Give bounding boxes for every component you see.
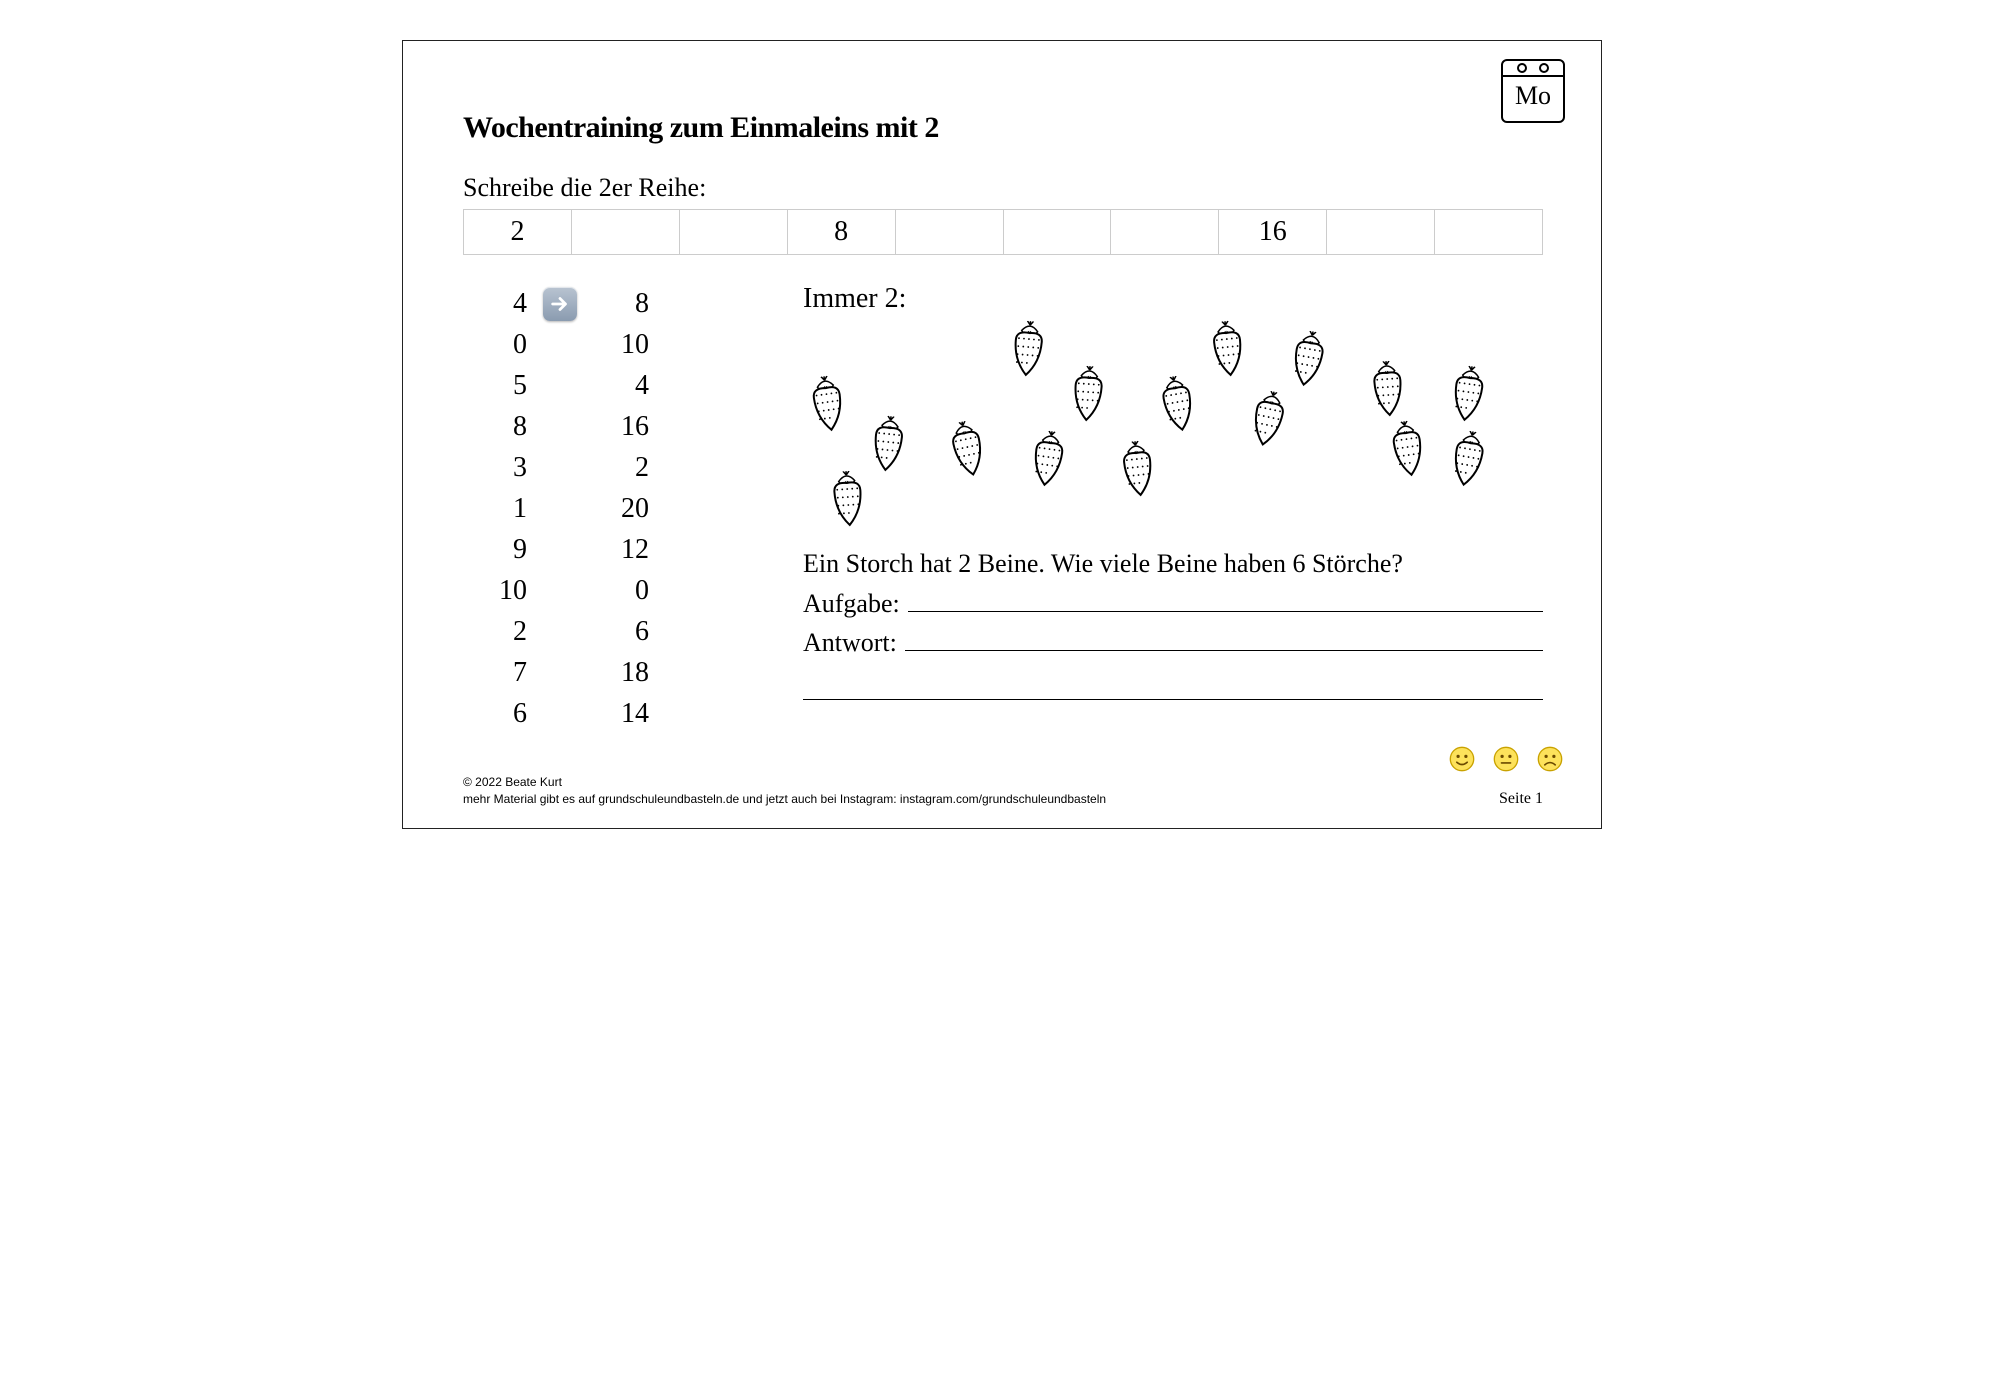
series-cell[interactable] [1111,210,1219,254]
page-title: Wochentraining zum Einmaleins mit 2 [463,111,1543,145]
match-left-value: 6 [463,698,535,730]
matching-column: 48010548163212091210026718614 [463,283,763,734]
task-label: Aufgabe: [803,585,900,623]
strawberry-icon [863,416,913,474]
strawberry-icon [1283,331,1333,389]
match-right-value: 8 [585,288,657,320]
right-column: Immer 2: [803,283,1543,734]
strawberry-icon [1003,321,1053,379]
strawberry-icon [1443,366,1493,424]
match-left-value: 0 [463,329,535,361]
match-left-value: 5 [463,370,535,402]
strawberry-icon [1203,321,1253,379]
match-row: 54 [463,365,763,406]
series-row: 2 8 16 [463,209,1543,255]
match-row: 9 12 [463,529,763,570]
match-left-value: 9 [463,534,535,566]
match-left-value: 10 [463,575,535,607]
word-problem: Ein Storch hat 2 Beine. Wie viele Beine … [803,545,1543,700]
match-row: 48 [463,283,763,324]
answer-blank-1[interactable] [905,629,1543,651]
match-row: 1 20 [463,488,763,529]
series-cell: 2 [464,210,572,254]
strawberry-icon [1363,361,1413,419]
match-left-value: 8 [463,411,535,443]
match-right-value: 16 [585,411,657,443]
match-left-value: 4 [463,288,535,320]
answer-blank-2[interactable] [803,678,1543,700]
task-blank[interactable] [908,590,1543,612]
series-cell[interactable] [572,210,680,254]
strawberry-icon [1023,431,1073,489]
footer-page: Seite 1 [1499,790,1543,808]
match-right-value: 10 [585,329,657,361]
self-assessment [1449,746,1563,772]
match-left-value: 7 [463,657,535,689]
strawberry-icon [1443,431,1493,489]
immer-label: Immer 2: [803,283,906,315]
series-cell[interactable] [1004,210,1112,254]
match-row: 7 18 [463,652,763,693]
strawberry-icon [1383,421,1433,479]
match-row: 10 0 [463,570,763,611]
answer-label: Antwort: [803,624,897,662]
match-right-value: 0 [585,575,657,607]
strawberry-field [803,321,1543,521]
strawberry-icon [1153,376,1203,434]
series-cell: 8 [788,210,896,254]
match-left-value: 2 [463,616,535,648]
strawberry-icon [803,376,853,434]
match-row: 6 14 [463,693,763,734]
match-right-value: 18 [585,657,657,689]
series-cell[interactable] [1327,210,1435,254]
match-left-value: 1 [463,493,535,525]
strawberry-icon [1243,391,1293,449]
match-right-value: 4 [585,370,657,402]
match-right-value: 20 [585,493,657,525]
calendar-day: Mo [1503,77,1563,115]
match-right-value: 6 [585,616,657,648]
footer-more: mehr Material gibt es auf grundschuleund… [463,791,1106,808]
strawberry-icon [823,471,873,529]
strawberry-icon [1113,441,1163,499]
match-row: 8 16 [463,406,763,447]
strawberry-icon [1063,366,1113,424]
match-row: 0 10 [463,324,763,365]
match-right-value: 12 [585,534,657,566]
smiley-neutral-icon[interactable] [1493,746,1519,772]
series-cell: 16 [1219,210,1327,254]
series-cell[interactable] [896,210,1004,254]
strawberry-icon [943,421,993,479]
series-instruction: Schreibe die 2er Reihe: [463,173,1543,203]
arrow-right-icon [543,287,577,321]
worksheet-page: Mo Wochentraining zum Einmaleins mit 2 S… [403,41,1603,828]
series-cell[interactable] [1435,210,1542,254]
series-cell[interactable] [680,210,788,254]
page-footer: © 2022 Beate Kurt mehr Material gibt es … [463,774,1543,808]
match-row: 32 [463,447,763,488]
match-row: 26 [463,611,763,652]
match-left-value: 3 [463,452,535,484]
smiley-sad-icon[interactable] [1537,746,1563,772]
match-arrow-slot[interactable] [535,287,585,321]
footer-copyright: © 2022 Beate Kurt [463,774,1106,791]
smiley-happy-icon[interactable] [1449,746,1475,772]
match-right-value: 14 [585,698,657,730]
problem-text: Ein Storch hat 2 Beine. Wie viele Beine … [803,545,1543,583]
match-right-value: 2 [585,452,657,484]
calendar-icon: Mo [1501,59,1565,123]
